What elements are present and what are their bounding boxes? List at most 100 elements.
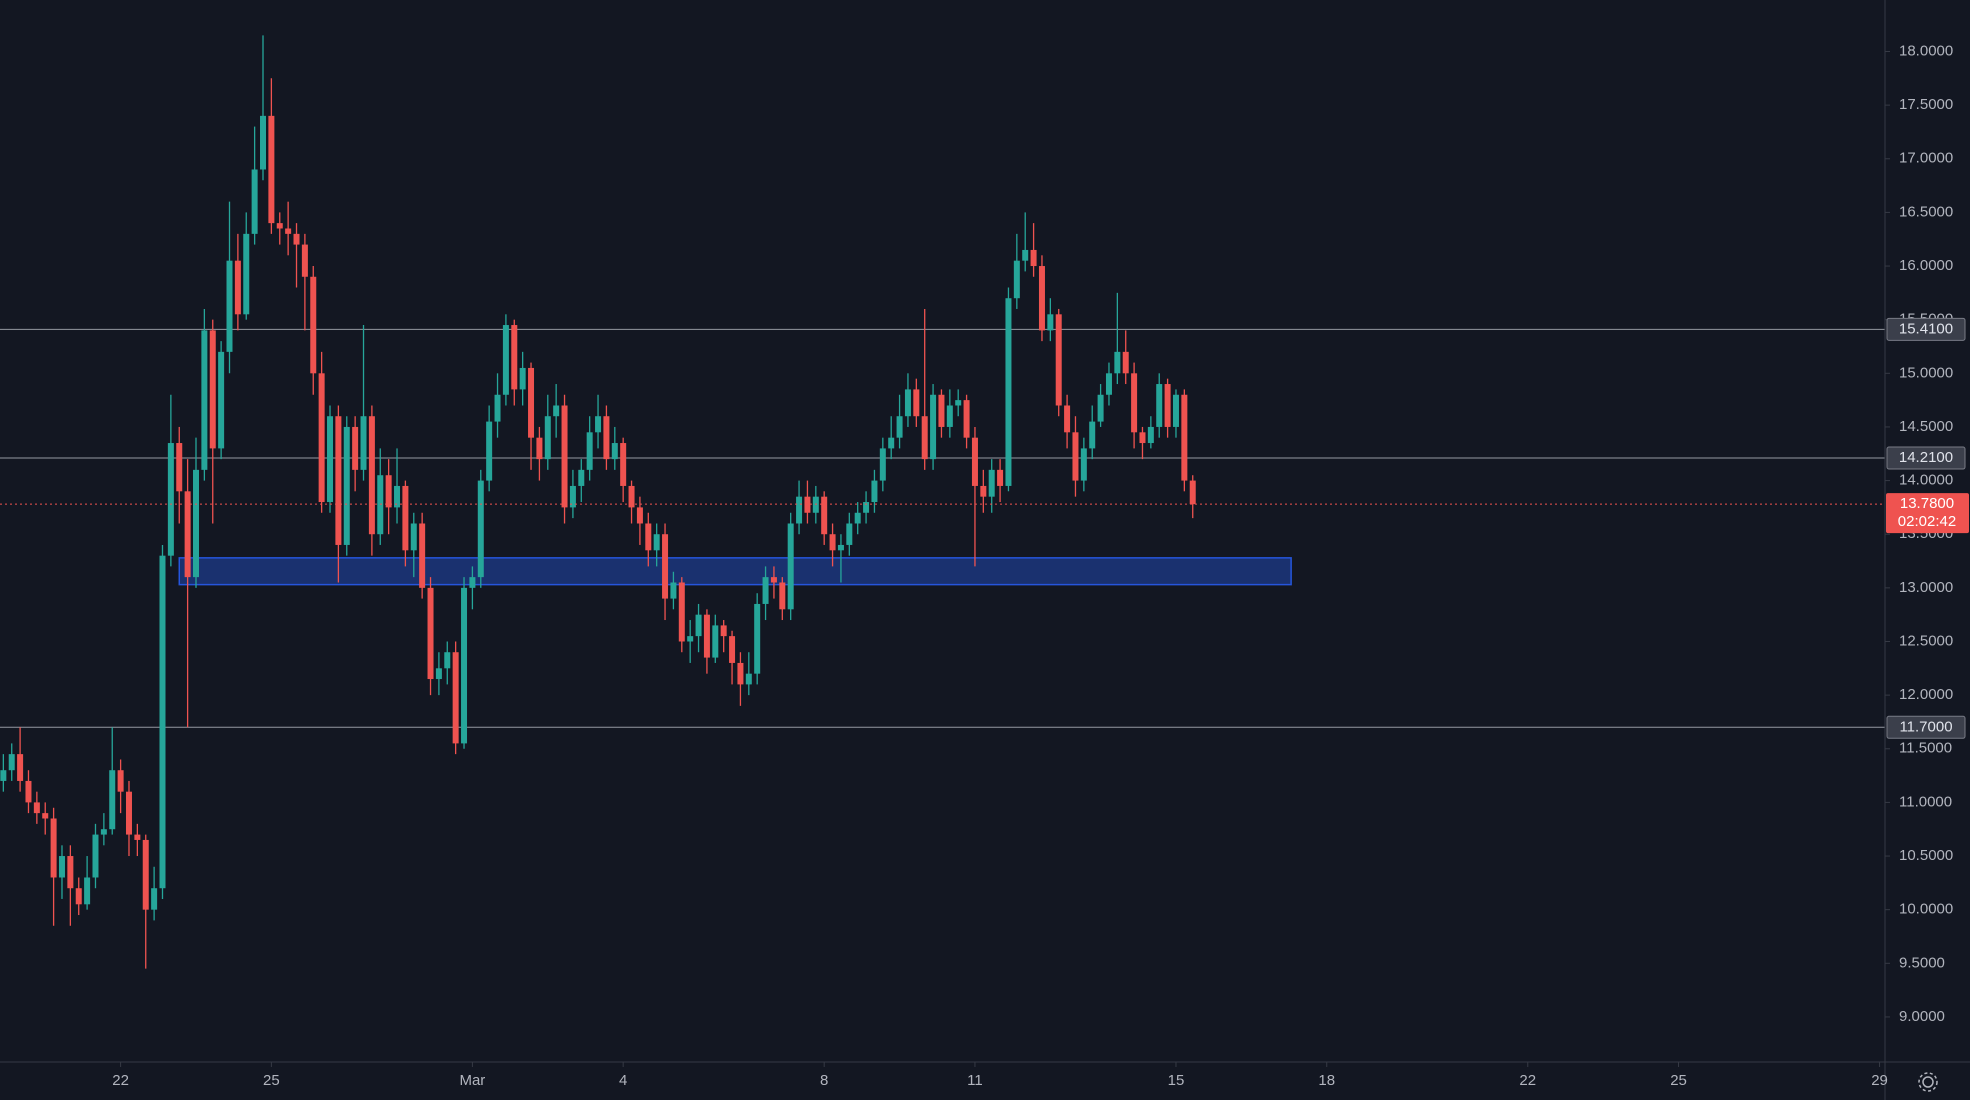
x-tick-label: 8 — [820, 1072, 828, 1089]
candle-body — [938, 394, 945, 427]
candle-body — [385, 475, 392, 508]
level-tag — [1886, 715, 1966, 739]
candle-body — [946, 405, 953, 427]
candle-body — [75, 888, 82, 905]
level-tag — [1886, 317, 1966, 341]
level-tag-label: 15.4100 — [1899, 320, 1953, 337]
candle-body — [234, 260, 241, 315]
level-tag-label: 14.2100 — [1899, 449, 1953, 466]
x-tick-label: 15 — [1168, 1072, 1185, 1089]
level-tag — [1886, 446, 1966, 470]
candle-body — [829, 534, 836, 551]
candle-body — [1013, 260, 1020, 299]
candle-body — [368, 416, 375, 535]
candle-body — [134, 834, 141, 840]
y-tick-label: 12.5000 — [1899, 632, 1953, 649]
candle-body — [863, 502, 870, 513]
candle-body — [980, 485, 987, 497]
candle-body — [896, 416, 903, 438]
x-tick-label: Mar — [459, 1072, 485, 1089]
candle-body — [804, 496, 811, 513]
candle-body — [971, 437, 978, 486]
candle-body — [1105, 373, 1112, 395]
candle-body — [737, 662, 744, 685]
candle-body — [586, 432, 593, 470]
x-tick-label: 4 — [619, 1072, 627, 1089]
candle-body — [1089, 421, 1096, 449]
candle-body — [904, 389, 911, 417]
candle-body — [871, 480, 878, 503]
candle-body — [192, 469, 199, 578]
candle-body — [318, 373, 325, 503]
candle-body — [394, 485, 401, 508]
y-tick-label: 9.0000 — [1899, 1008, 1945, 1025]
candle-body — [25, 780, 32, 803]
candle-body — [469, 577, 476, 588]
candle-body — [1097, 394, 1104, 422]
candle-body — [84, 877, 91, 905]
candle-body — [301, 244, 308, 277]
candle-body — [1147, 426, 1154, 444]
candle-body — [879, 448, 886, 481]
candle-body — [1172, 394, 1179, 427]
y-tick-label: 14.5000 — [1899, 418, 1953, 435]
candle-body — [352, 426, 359, 470]
candle-body — [1022, 249, 1029, 261]
candle-body — [226, 260, 233, 352]
candle-body — [603, 416, 610, 460]
candle-body — [251, 169, 258, 234]
candle-body — [955, 400, 962, 406]
candle-body — [402, 485, 409, 551]
y-tick-label: 18.0000 — [1899, 42, 1953, 59]
candle-body — [720, 625, 727, 637]
candle-body — [695, 614, 702, 637]
candle-body — [276, 223, 283, 229]
candle-body — [461, 587, 468, 744]
candle-body — [712, 625, 719, 658]
candle-body — [913, 389, 920, 417]
candle-body — [50, 818, 57, 878]
y-tick-label: 11.0000 — [1899, 793, 1952, 810]
candle-body — [343, 426, 350, 545]
y-tick-label: 14.0000 — [1899, 472, 1953, 489]
candle-body — [1114, 351, 1121, 374]
candle-body — [930, 394, 937, 460]
candle-body — [963, 400, 970, 438]
candle-body — [1156, 384, 1163, 427]
candle-body — [452, 652, 459, 744]
x-tick-label: 18 — [1318, 1072, 1335, 1089]
x-tick-label: 11 — [967, 1072, 983, 1089]
candle-body — [762, 577, 769, 604]
candle-body — [1030, 249, 1037, 267]
candle-body — [1139, 432, 1146, 444]
candle-body — [1047, 314, 1054, 331]
candle-body — [754, 603, 761, 674]
y-tick-label: 10.0000 — [1899, 901, 1953, 918]
y-tick-label: 16.0000 — [1899, 257, 1953, 274]
y-tick-label: 10.5000 — [1899, 847, 1953, 864]
candle-body — [151, 888, 158, 910]
candle-body — [653, 534, 660, 551]
candle-body — [544, 416, 551, 460]
candle-body — [1189, 480, 1196, 505]
candle-body — [569, 485, 576, 508]
candle-body — [703, 614, 710, 658]
y-tick-label: 17.0000 — [1899, 150, 1953, 167]
settings-icon-teeth — [1918, 1072, 1938, 1092]
y-tick-label: 13.0000 — [1899, 579, 1953, 596]
candle-body — [1064, 405, 1071, 433]
candle-body — [419, 523, 426, 588]
candle-body — [109, 770, 116, 830]
y-tick-label: 9.5000 — [1899, 954, 1945, 971]
candle-body — [1122, 351, 1129, 374]
candle-body — [117, 770, 124, 792]
candle-body — [268, 115, 275, 224]
candle-body — [770, 577, 777, 583]
y-tick-label: 15.0000 — [1899, 364, 1953, 381]
candle-body — [561, 405, 568, 508]
settings-icon[interactable] — [1918, 1072, 1938, 1092]
y-tick-label: 11.5000 — [1899, 740, 1952, 757]
y-tick-label: 17.5000 — [1899, 96, 1953, 113]
last-price-tag — [1886, 493, 1969, 534]
